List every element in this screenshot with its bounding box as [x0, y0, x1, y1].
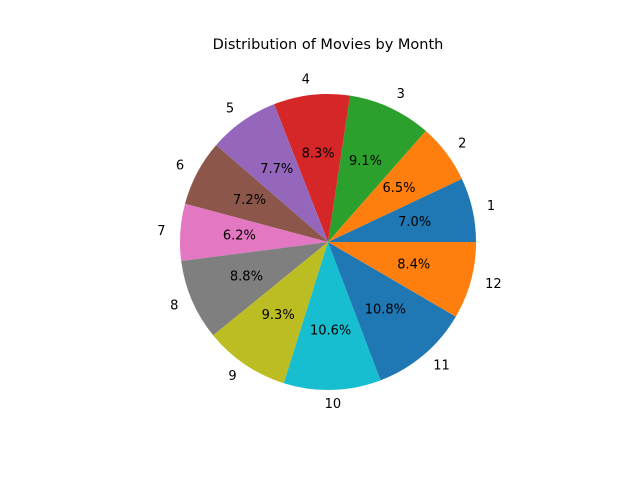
slice-label-1: 1 [487, 199, 495, 214]
slice-percent-10: 10.6% [310, 323, 351, 338]
slice-percent-12: 8.4% [397, 258, 430, 273]
slice-label-7: 7 [157, 224, 165, 239]
pie-slice-8 [181, 242, 328, 336]
slice-percent-6: 7.2% [233, 193, 266, 208]
slice-percent-2: 6.5% [382, 181, 415, 196]
pie-slice-6 [185, 145, 328, 242]
pie-slice-9 [213, 242, 328, 384]
slice-percent-9: 9.3% [262, 308, 295, 323]
pie-slice-7 [180, 203, 328, 262]
slice-label-12: 12 [485, 277, 502, 292]
slice-label-2: 2 [458, 137, 466, 152]
slice-label-9: 9 [228, 369, 236, 384]
slice-label-6: 6 [176, 158, 184, 173]
chart-title: Distribution of Movies by Month [213, 37, 444, 53]
pie-slice-1 [328, 178, 476, 242]
pie-slice-5 [216, 104, 328, 243]
slice-percent-5: 7.7% [260, 162, 293, 177]
pie-slice-4 [274, 94, 351, 242]
pie-slice-10 [283, 242, 381, 390]
slice-percent-1: 7.0% [398, 215, 431, 230]
slice-label-10: 10 [325, 397, 342, 412]
pie-slice-12 [328, 242, 476, 317]
pie-labels: 1 7.0% 2 6.5% 3 9.1% 4 8.3% 5 7.7% 6 7.2% 7 6.2% 8 8.8%… [157, 73, 501, 413]
slice-percent-7: 6.2% [223, 229, 256, 244]
slice-label-11: 11 [433, 359, 450, 374]
slice-label-8: 8 [170, 299, 178, 314]
slice-percent-3: 9.1% [349, 154, 382, 169]
pie-slice-11 [328, 242, 456, 381]
pie-slice-2 [328, 130, 462, 242]
slice-label-4: 4 [302, 73, 310, 88]
slice-label-5: 5 [226, 102, 234, 117]
pie-slice-3 [328, 95, 426, 242]
slice-percent-11: 10.8% [365, 302, 406, 317]
pie-slices [180, 94, 476, 390]
slice-percent-8: 8.8% [230, 270, 263, 285]
slice-label-3: 3 [397, 87, 405, 102]
slice-percent-4: 8.3% [302, 146, 335, 161]
